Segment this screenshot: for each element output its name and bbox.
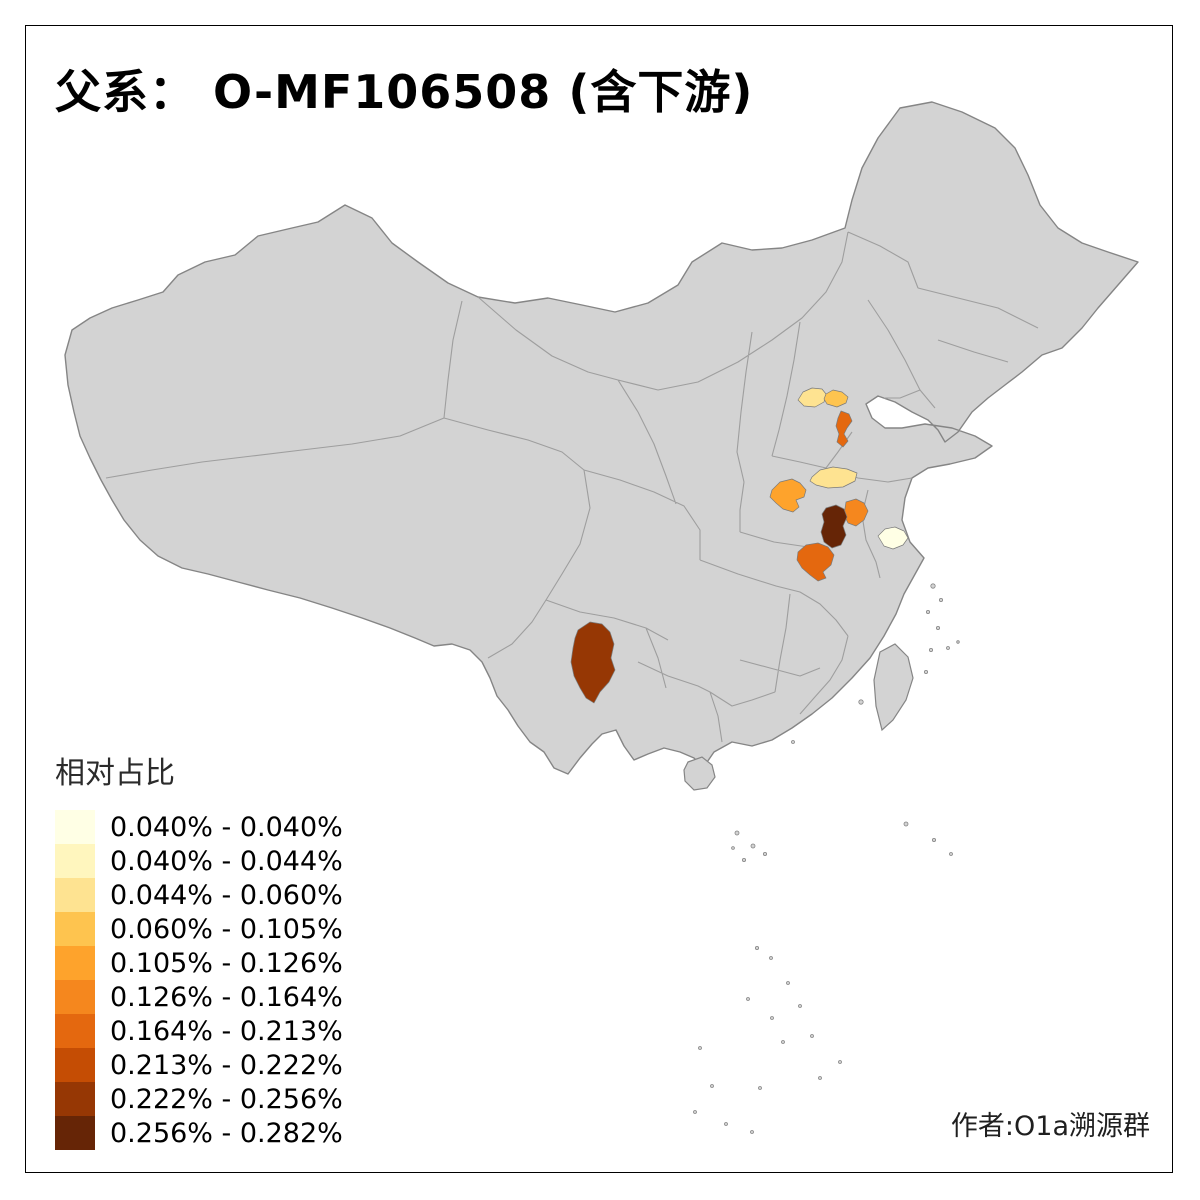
legend-label: 0.222% - 0.256%: [110, 1083, 343, 1115]
legend-label: 0.040% - 0.044%: [110, 845, 343, 877]
legend-swatch: [55, 980, 95, 1014]
legend-label: 0.060% - 0.105%: [110, 913, 343, 945]
hainan-island: [683, 756, 716, 791]
legend-row: 0.213% - 0.222%: [55, 1048, 343, 1082]
legend-row: 0.222% - 0.256%: [55, 1082, 343, 1116]
legend-row: 0.105% - 0.126%: [55, 946, 343, 980]
region-central-henan-patch: [769, 478, 807, 513]
legend-row: 0.040% - 0.040%: [55, 810, 343, 844]
mainland-china-shape: [64, 101, 1139, 775]
taiwan-island: [873, 643, 914, 732]
legend-row: 0.126% - 0.164%: [55, 980, 343, 1014]
legend-swatch: [55, 810, 95, 844]
legend-label: 0.213% - 0.222%: [110, 1049, 343, 1081]
province-borders: [105, 231, 1039, 743]
legend-row: 0.164% - 0.213%: [55, 1014, 343, 1048]
legend-row: 0.044% - 0.060%: [55, 878, 343, 912]
small-islets: [693, 583, 960, 1134]
region-west-shandong-patch: [835, 410, 853, 448]
legend-swatch: [55, 1116, 95, 1150]
legend-swatch: [55, 912, 95, 946]
legend-row: 0.256% - 0.282%: [55, 1116, 343, 1150]
region-south-jiangsu-patch: [877, 526, 909, 550]
legend-label: 0.126% - 0.164%: [110, 981, 343, 1013]
region-north-henan-patch: [809, 466, 858, 489]
legend-swatch: [55, 1048, 95, 1082]
legend-swatch: [55, 878, 95, 912]
region-southwest-anhui-patch: [796, 542, 835, 582]
legend-label: 0.164% - 0.213%: [110, 1015, 343, 1047]
islands: [683, 643, 914, 791]
legend-label: 0.105% - 0.126%: [110, 947, 343, 979]
legend-label: 0.256% - 0.282%: [110, 1117, 343, 1149]
legend-swatch: [55, 1014, 95, 1048]
legend-row: 0.060% - 0.105%: [55, 912, 343, 946]
legend-swatch: [55, 844, 95, 878]
highlight-regions: [570, 387, 909, 704]
region-hebei-east-patch: [823, 389, 849, 408]
author-credit: 作者:O1a溯源群: [950, 1111, 1150, 1142]
region-yunnan-patch: [570, 621, 616, 704]
legend-label: 0.040% - 0.040%: [110, 811, 343, 843]
legend-label: 0.044% - 0.060%: [110, 879, 343, 911]
legend-title: 相对占比: [55, 756, 175, 791]
legend: 相对占比 0.040% - 0.040% 0.040% - 0.044% 0.0…: [55, 748, 343, 1150]
legend-swatch: [55, 946, 95, 980]
map-title: 父系： O-MF106508 (含下游): [55, 65, 754, 119]
legend-swatch: [55, 1082, 95, 1116]
legend-row: 0.040% - 0.044%: [55, 844, 343, 878]
region-dark-huaihe-patch: [820, 504, 848, 549]
